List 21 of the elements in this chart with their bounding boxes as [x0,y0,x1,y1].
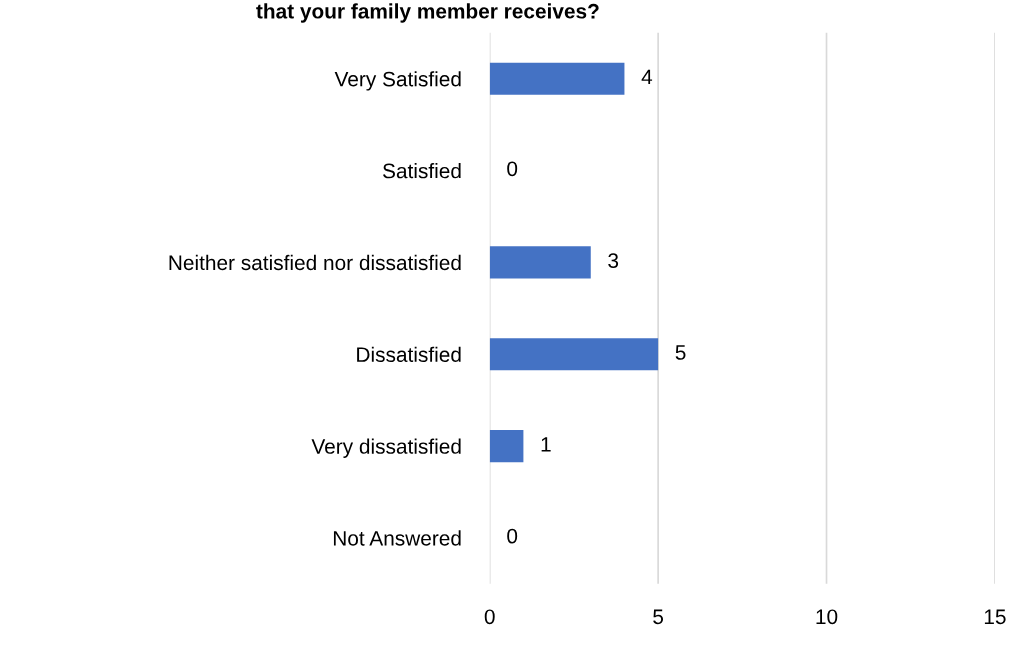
x-tick-label: 0 [484,609,495,625]
y-tick-label: Dissatisfied [357,346,461,362]
data-label: 5 [675,345,686,360]
chart-title: that your family member receives? [256,3,599,23]
data-label: 1 [541,437,551,452]
x-tick-label: 5 [653,609,664,625]
bar [489,338,659,371]
bar [489,430,524,463]
data-label: 3 [608,253,619,268]
y-tick-label: Satisfied [382,163,461,179]
bar [489,246,591,279]
bar [489,62,625,95]
y-tick-label: Very dissatisfied [311,438,461,458]
x-tick-label: 15 [984,609,1006,625]
data-label: 4 [641,69,653,85]
y-tick-label: Very Satisfied [334,71,461,91]
y-tick-label: Neither satisfied nor dissatisfied [169,254,461,271]
data-label: 0 [507,528,518,544]
y-tick-label: Not Answered [333,530,461,546]
data-label: 0 [507,161,518,177]
x-tick-label: 10 [816,609,838,625]
